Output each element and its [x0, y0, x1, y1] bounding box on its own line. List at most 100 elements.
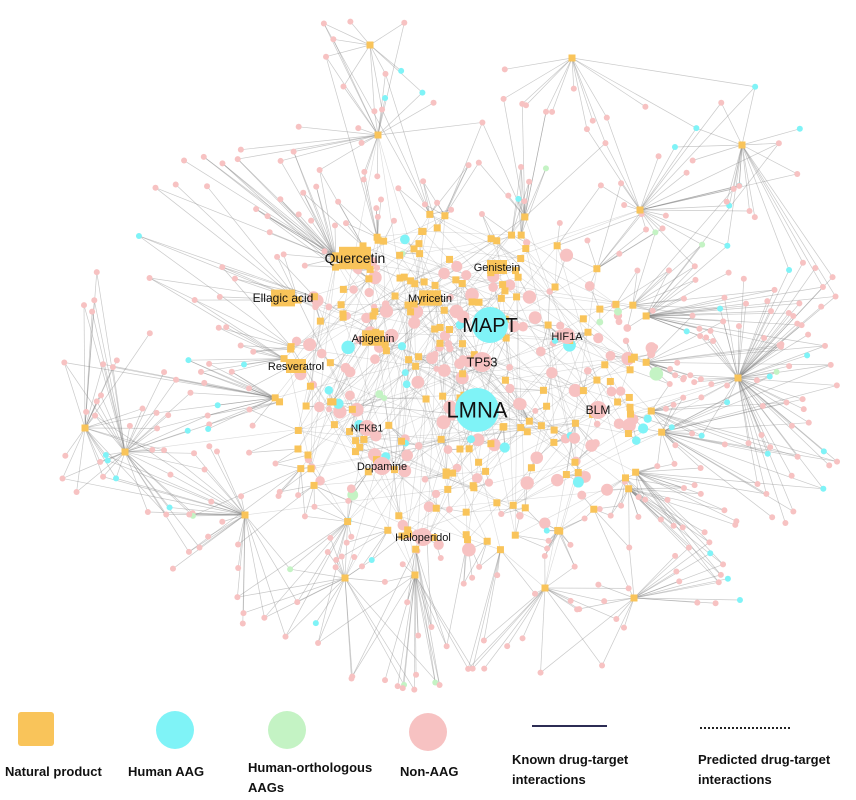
edge: [298, 255, 336, 431]
gene-node: [783, 399, 790, 406]
edge: [218, 327, 292, 347]
gene-node: [501, 66, 508, 73]
edge: [661, 397, 684, 433]
edge: [557, 213, 642, 247]
edge: [275, 463, 301, 469]
drug-node: [415, 353, 423, 361]
gene-node: [294, 599, 301, 606]
edge: [415, 549, 436, 683]
edge: [377, 97, 386, 136]
edge: [96, 401, 126, 453]
gene-node: [246, 449, 253, 456]
gene-node: [465, 665, 472, 672]
gene-node: [724, 382, 731, 389]
edge: [371, 530, 389, 561]
gene-node: [200, 153, 207, 160]
edge: [429, 164, 469, 215]
edge: [574, 410, 652, 463]
drug-node: [407, 277, 415, 285]
drug-node: [562, 470, 570, 478]
gene-node: [589, 401, 607, 419]
edge: [290, 238, 492, 347]
drug-node: [517, 255, 525, 263]
gene-node: [173, 376, 180, 383]
edge: [394, 295, 449, 490]
edge: [508, 195, 526, 218]
gene-node: [325, 303, 333, 311]
edge: [204, 469, 246, 516]
edge: [255, 208, 336, 268]
gene-node: [359, 420, 375, 436]
gene-node: [515, 511, 524, 520]
edge: [323, 23, 431, 215]
edge: [193, 453, 246, 516]
gene-node: [419, 89, 426, 96]
gene-node: [113, 357, 120, 364]
legend-label: Predicted drug-target interactions: [698, 752, 831, 787]
edge: [571, 57, 594, 121]
gene-node: [312, 620, 319, 627]
gene-node: [623, 324, 632, 332]
edge: [310, 220, 336, 257]
gene-node: [818, 303, 825, 310]
edge: [62, 478, 246, 516]
gene-node: [231, 275, 238, 282]
drug-node: [366, 41, 374, 49]
edge: [369, 22, 405, 46]
edge: [646, 296, 836, 317]
edge: [124, 451, 171, 475]
drug-node: [658, 428, 666, 436]
edge: [559, 518, 585, 532]
edge: [293, 151, 336, 256]
drug-node: [302, 402, 310, 410]
drug-node: [121, 448, 129, 456]
drug-node: [521, 504, 529, 512]
gene-node: [589, 117, 596, 124]
edge: [705, 337, 739, 379]
edge: [547, 291, 551, 326]
gene-node: [451, 260, 463, 272]
drug-node: [630, 594, 638, 602]
drug-node: [522, 245, 530, 253]
edge: [344, 577, 385, 583]
gene-node: [184, 427, 191, 434]
gene-node: [685, 544, 692, 551]
edge: [557, 477, 626, 531]
edge: [313, 350, 387, 486]
drug-node: [241, 511, 249, 519]
gene-node: [652, 343, 659, 350]
gene-node: [692, 276, 699, 283]
edge: [415, 549, 447, 647]
gene-node: [360, 176, 367, 183]
edge: [234, 278, 315, 298]
gene-node: [338, 553, 345, 560]
gene-node: [680, 295, 687, 302]
edge: [240, 345, 285, 359]
gene-node: [471, 433, 485, 447]
drug-node: [380, 237, 388, 245]
edge: [651, 410, 768, 455]
edge: [375, 331, 570, 341]
edge: [422, 181, 438, 228]
drug-node: [606, 377, 614, 385]
edge: [571, 57, 697, 129]
legend-square: [18, 712, 54, 746]
drug-node: [404, 526, 412, 534]
edge: [124, 451, 195, 454]
edge: [525, 248, 576, 463]
edge: [737, 300, 768, 379]
edge: [350, 21, 371, 46]
gene-node: [500, 95, 507, 102]
gene-node: [664, 496, 671, 503]
gene-node: [649, 366, 664, 381]
edge: [483, 549, 501, 641]
edge: [633, 547, 690, 599]
drug-node: [332, 263, 340, 271]
gene-node: [401, 369, 409, 376]
edge: [138, 235, 292, 347]
edge: [646, 344, 780, 363]
edge: [377, 22, 405, 136]
gene-node: [622, 418, 636, 433]
drug-node: [544, 321, 552, 329]
gene-node: [642, 103, 649, 110]
